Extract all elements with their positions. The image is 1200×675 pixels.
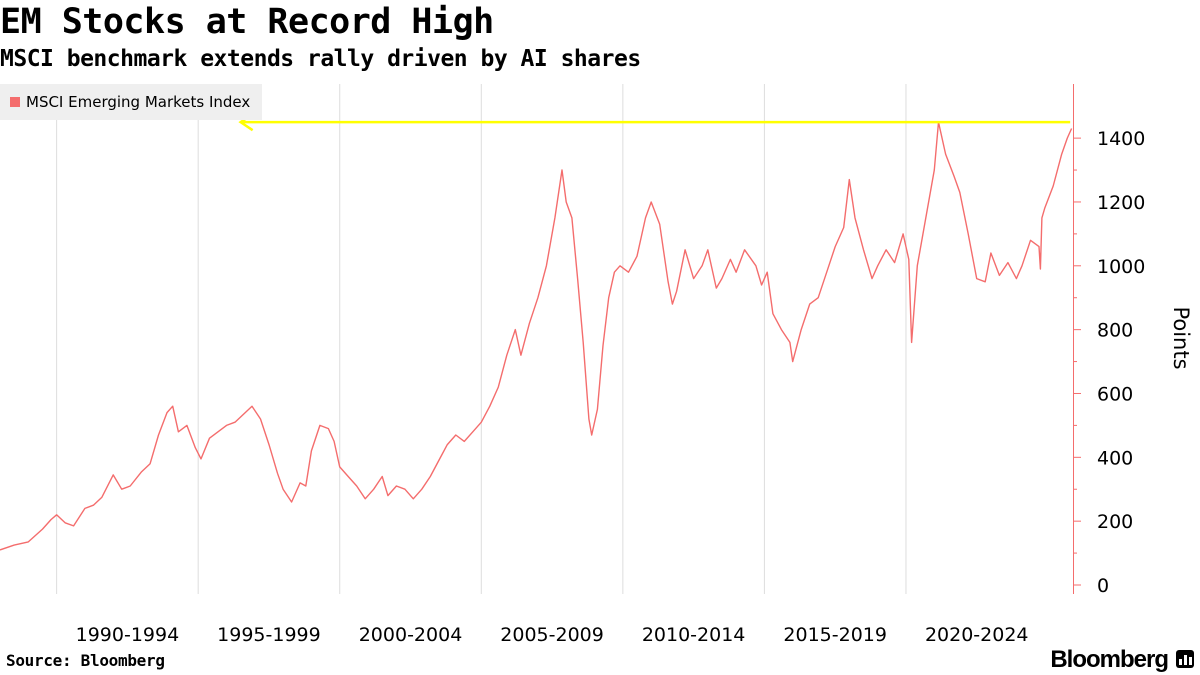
x-tick-label: 2005-2009 <box>500 624 604 646</box>
bloomberg-mark-icon <box>1176 650 1194 668</box>
msci-em-index-line <box>0 121 1073 551</box>
y-tick-label: 800 <box>1097 320 1133 342</box>
chart-subtitle: MSCI benchmark extends rally driven by A… <box>0 46 641 72</box>
y-tick-label: 1400 <box>1097 128 1145 150</box>
x-tick-label: 1990-1994 <box>76 624 180 646</box>
bloomberg-logo: Bloomberg <box>1050 646 1169 673</box>
chart-title: EM Stocks at Record High <box>0 2 494 42</box>
x-tick-label: 2010-2014 <box>642 624 746 646</box>
chart-legend: MSCI Emerging Markets Index <box>0 84 263 120</box>
legend-swatch <box>10 97 20 107</box>
x-tick-label: 2000-2004 <box>359 624 463 646</box>
y-tick-label: 1200 <box>1097 192 1145 214</box>
y-tick-label: 200 <box>1097 511 1133 533</box>
x-tick-label: 2015-2019 <box>783 624 887 646</box>
y-tick-label: 0 <box>1097 575 1109 597</box>
legend-label: MSCI Emerging Markets Index <box>26 93 251 111</box>
y-axis-title: Points <box>1169 306 1193 369</box>
x-tick-label: 2020-2024 <box>925 624 1029 646</box>
source-note: Source: Bloomberg <box>6 651 165 670</box>
y-tick-label: 400 <box>1097 447 1133 469</box>
y-tick-label: 1000 <box>1097 256 1145 278</box>
x-tick-label: 1995-1999 <box>217 624 321 646</box>
y-tick-label: 600 <box>1097 383 1133 405</box>
